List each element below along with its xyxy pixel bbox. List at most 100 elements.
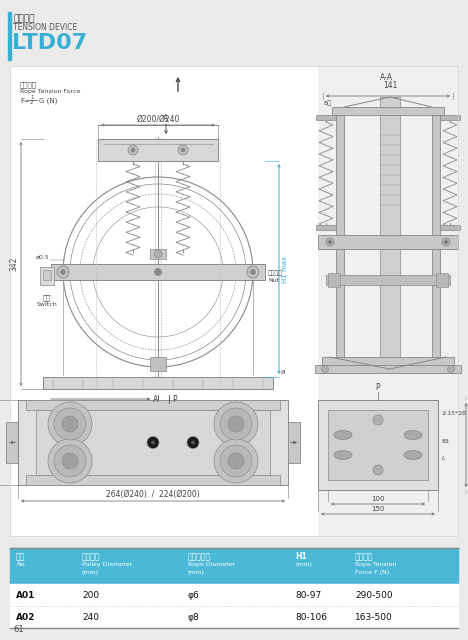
Bar (26, 475, 280, 485)
Text: L: L (442, 456, 446, 461)
Text: Force F (N): Force F (N) (355, 570, 389, 575)
Circle shape (191, 440, 195, 445)
Text: 141: 141 (383, 81, 397, 90)
Circle shape (48, 402, 92, 446)
Text: 序号: 序号 (16, 552, 25, 561)
Circle shape (54, 445, 86, 477)
Text: 张紧装置: 张紧装置 (13, 14, 35, 23)
Circle shape (322, 365, 329, 372)
Text: 240: 240 (82, 614, 99, 623)
Ellipse shape (404, 451, 422, 460)
Text: B向: B向 (323, 100, 331, 106)
Bar (43, 270, 51, 280)
Bar (328, 273, 340, 287)
Text: 290-500: 290-500 (355, 591, 393, 600)
Text: P: P (376, 383, 380, 392)
Bar (26, 400, 280, 410)
Bar (10, 548, 458, 584)
Text: G (N): G (N) (39, 98, 58, 104)
Text: A: A (163, 114, 168, 123)
Text: 1: 1 (30, 95, 34, 100)
Bar (43, 377, 273, 389)
Text: 绳轮直径: 绳轮直径 (82, 552, 101, 561)
Circle shape (178, 145, 188, 155)
Circle shape (60, 269, 66, 275)
Bar (288, 422, 300, 463)
Text: 61: 61 (13, 625, 23, 634)
Bar (6, 422, 18, 463)
Text: ø0.5: ø0.5 (36, 255, 49, 259)
Bar (51, 264, 265, 280)
Ellipse shape (404, 431, 422, 440)
Bar (318, 66, 458, 536)
Bar (98, 139, 218, 161)
Text: 264(Ø240)  /  224(Ø200): 264(Ø240) / 224(Ø200) (106, 490, 200, 499)
Circle shape (151, 440, 155, 445)
Text: 调整螺母: 调整螺母 (268, 270, 283, 276)
Bar (318, 235, 458, 249)
Circle shape (447, 365, 454, 372)
Text: Rope Diameter: Rope Diameter (188, 562, 235, 567)
Bar (316, 225, 336, 230)
Bar (10, 584, 458, 606)
Text: 开关: 开关 (43, 294, 51, 301)
Text: 2: 2 (30, 100, 34, 105)
Bar (326, 275, 450, 285)
Circle shape (373, 415, 383, 425)
Bar (8, 12, 10, 60)
Text: |: | (168, 394, 171, 403)
Circle shape (128, 145, 138, 155)
Bar (328, 410, 428, 480)
Text: Rope Tension Force: Rope Tension Force (20, 89, 80, 94)
Circle shape (131, 148, 135, 152)
Circle shape (57, 266, 69, 278)
Text: H1: H1 (295, 552, 307, 561)
Text: A02: A02 (16, 614, 36, 623)
Text: 钢丝绳直径: 钢丝绳直径 (188, 552, 211, 561)
Bar (440, 115, 460, 120)
Text: LTD07: LTD07 (12, 33, 87, 53)
Bar (440, 225, 460, 230)
Text: 200: 200 (82, 591, 99, 600)
Text: TENSION DEVICE: TENSION DEVICE (13, 23, 77, 32)
Bar (318, 400, 438, 490)
Circle shape (326, 238, 334, 246)
Bar (336, 115, 344, 365)
Ellipse shape (334, 431, 352, 440)
Circle shape (220, 445, 252, 477)
Circle shape (54, 408, 86, 440)
Circle shape (220, 408, 252, 440)
Text: 83: 83 (442, 439, 450, 444)
Text: 150: 150 (371, 506, 385, 512)
Circle shape (214, 439, 258, 483)
Text: H1 max: H1 max (282, 255, 288, 283)
Text: Nut: Nut (268, 278, 279, 283)
Text: 163-500: 163-500 (355, 614, 393, 623)
Text: a: a (281, 369, 285, 375)
Circle shape (154, 250, 162, 258)
Text: 80-106: 80-106 (295, 614, 327, 623)
Bar (150, 357, 166, 371)
Bar (10, 66, 458, 536)
Bar (10, 66, 458, 536)
Bar (10, 606, 458, 628)
Bar (432, 115, 440, 365)
Text: 绳张紧力: 绳张紧力 (20, 81, 37, 88)
Circle shape (62, 453, 78, 469)
Bar (380, 97, 400, 365)
Circle shape (442, 238, 450, 246)
Text: φ6: φ6 (188, 591, 200, 600)
Bar (315, 365, 461, 373)
Text: A-A: A-A (380, 73, 393, 82)
Text: Rope Tension: Rope Tension (355, 562, 396, 567)
Text: A: A (154, 394, 159, 403)
Bar (322, 357, 454, 367)
Circle shape (214, 402, 258, 446)
Circle shape (187, 436, 199, 449)
Circle shape (62, 416, 78, 432)
Text: (mm): (mm) (82, 570, 99, 575)
Circle shape (228, 416, 244, 432)
Text: No.: No. (16, 562, 27, 567)
Text: 80-97: 80-97 (295, 591, 321, 600)
Circle shape (147, 436, 159, 449)
